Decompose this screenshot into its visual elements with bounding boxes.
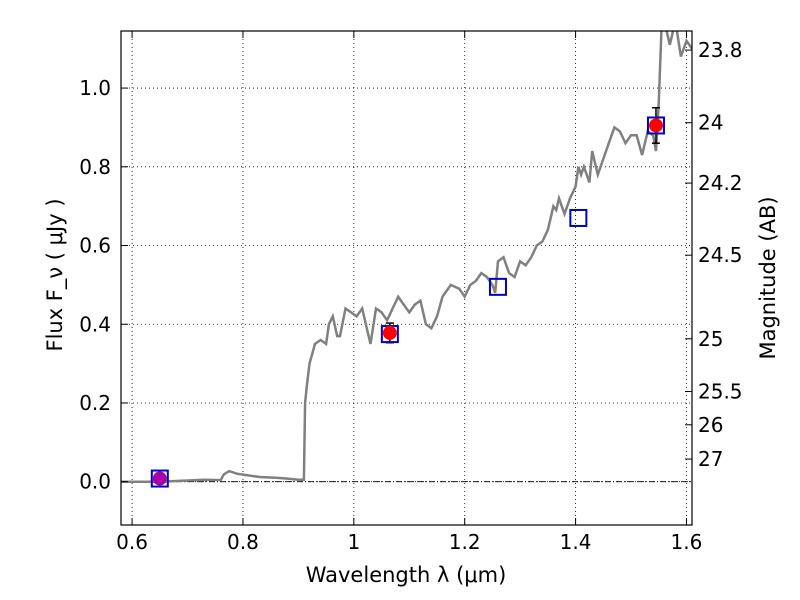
right-tick-label: 24.2 xyxy=(698,171,743,195)
y-axis-title: Flux F_ν ( μJy ) xyxy=(43,198,68,351)
model-photometry-square xyxy=(488,277,507,296)
right-tick-label: 26 xyxy=(698,413,723,437)
y-tick-label: 1.0 xyxy=(79,76,111,100)
right-axis-title: Magnitude (AB) xyxy=(756,196,780,359)
observed-flux-point xyxy=(382,325,397,340)
right-tick-label: 23.8 xyxy=(698,38,743,62)
right-tick-label: 27 xyxy=(698,447,723,471)
model-sed-line xyxy=(121,31,692,483)
x-tick-label: 1.6 xyxy=(671,530,703,554)
x-tick-label: 1.4 xyxy=(560,530,592,554)
x-tick-label: 1.2 xyxy=(449,530,481,554)
model-photometry-square xyxy=(646,116,665,135)
observed-flux-point xyxy=(648,118,663,133)
model-photometry-square xyxy=(569,208,588,227)
axis-ticks: 0.6 0.8 1 1.2 1.4 1.6 0.0 0.2 0.4 0.6 0.8 1.0 23.8 24… xyxy=(79,31,743,554)
right-tick-label: 25.5 xyxy=(698,380,743,404)
x-tick-label: 0.6 xyxy=(116,530,148,554)
plot-frame xyxy=(120,30,693,526)
data-series xyxy=(121,31,692,488)
y-tick-label: 0.4 xyxy=(79,312,111,336)
model-photometry-square xyxy=(150,469,169,488)
y-tick-label: 0.6 xyxy=(79,234,111,258)
y-tick-label: 0.8 xyxy=(79,155,111,179)
x-tick-label: 1 xyxy=(347,530,360,554)
observed-flux-point xyxy=(152,471,167,486)
x-axis-title: Wavelength λ (μm) xyxy=(306,563,507,587)
right-tick-label: 24.5 xyxy=(698,243,743,267)
y-tick-label: 0.0 xyxy=(79,470,111,494)
right-tick-label: 24 xyxy=(698,111,723,135)
y-tick-label: 0.2 xyxy=(79,391,111,415)
right-tick-label: 25 xyxy=(698,327,723,351)
x-tick-label: 0.8 xyxy=(227,530,259,554)
